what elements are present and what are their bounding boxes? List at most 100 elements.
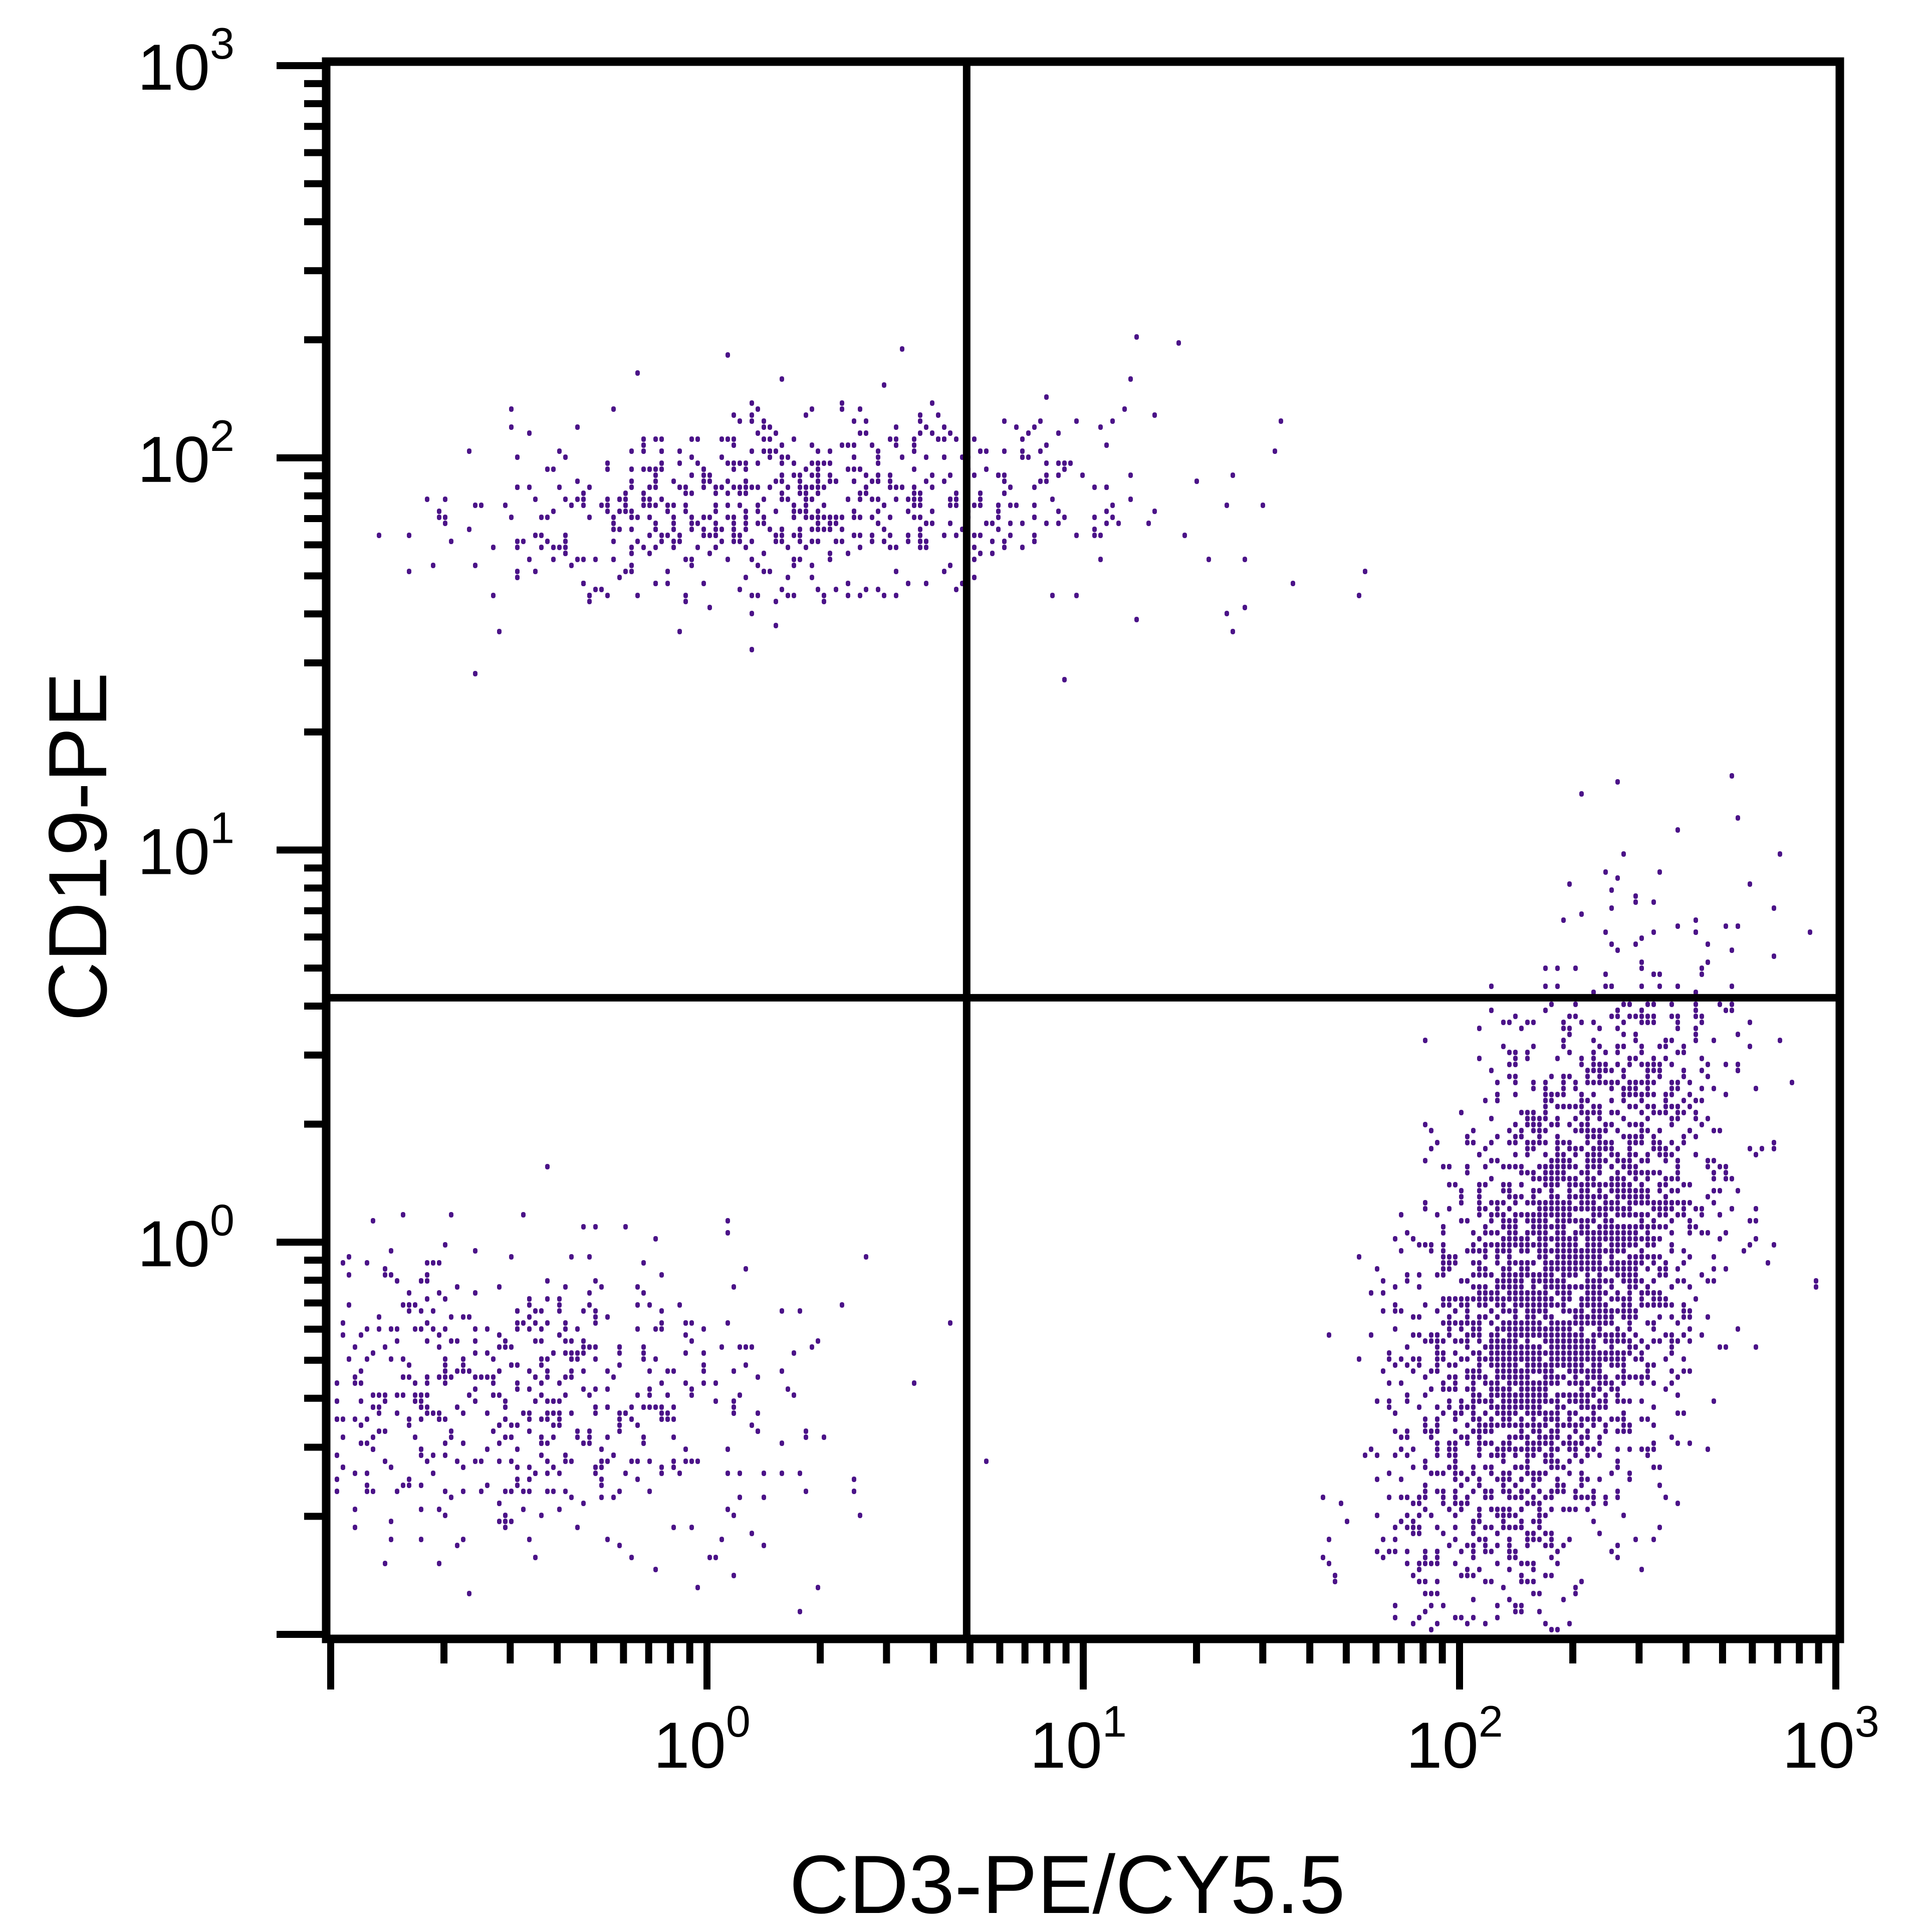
data-point xyxy=(515,454,520,460)
data-point xyxy=(852,515,856,520)
data-point xyxy=(846,442,850,448)
data-point xyxy=(437,1260,441,1266)
data-point xyxy=(1537,1242,1542,1248)
data-point xyxy=(431,1326,435,1332)
data-point xyxy=(701,533,706,538)
data-point xyxy=(1483,1254,1488,1260)
data-point xyxy=(732,1368,736,1374)
data-point xyxy=(726,491,730,496)
data-point xyxy=(443,515,447,520)
data-point xyxy=(1639,1134,1644,1139)
data-point xyxy=(635,1326,640,1332)
data-point xyxy=(563,551,568,556)
data-point xyxy=(1525,1260,1530,1266)
data-point xyxy=(515,1362,520,1368)
data-point xyxy=(1489,1272,1494,1278)
data-point xyxy=(527,1489,532,1494)
data-point xyxy=(515,1380,520,1386)
data-point xyxy=(1591,1302,1596,1308)
data-point xyxy=(1561,1218,1566,1224)
data-point xyxy=(557,1471,562,1476)
data-point xyxy=(1423,1609,1427,1614)
data-point xyxy=(1423,1422,1427,1428)
data-point xyxy=(1597,1194,1602,1199)
data-point xyxy=(1519,1296,1524,1302)
data-point xyxy=(1513,1122,1518,1127)
data-point xyxy=(473,503,477,508)
data-point xyxy=(629,1404,634,1410)
data-point xyxy=(810,472,814,478)
data-point xyxy=(1597,1254,1602,1260)
data-point xyxy=(834,478,838,484)
data-point xyxy=(701,527,706,532)
data-point xyxy=(1513,1290,1518,1296)
data-point xyxy=(1549,1543,1554,1548)
data-point xyxy=(569,1368,574,1374)
data-point xyxy=(1495,1296,1500,1302)
data-point xyxy=(786,497,790,502)
data-point xyxy=(1092,527,1097,532)
data-point xyxy=(1477,1368,1482,1374)
data-point xyxy=(1501,1182,1506,1187)
data-point xyxy=(1657,1525,1662,1530)
data-point xyxy=(1531,1440,1536,1446)
data-point xyxy=(1465,1140,1470,1145)
data-point xyxy=(870,515,874,520)
data-point xyxy=(1615,1489,1620,1494)
data-point xyxy=(1471,1128,1476,1133)
data-point xyxy=(1561,1483,1566,1488)
data-point xyxy=(1531,1368,1536,1374)
data-point xyxy=(1441,1410,1446,1416)
data-point xyxy=(1573,1392,1578,1398)
data-point xyxy=(569,1350,574,1356)
data-point xyxy=(1531,1380,1536,1386)
data-point xyxy=(1597,1182,1602,1187)
data-point xyxy=(1525,1434,1530,1440)
data-point xyxy=(1555,1344,1560,1350)
data-point xyxy=(990,539,995,544)
data-point xyxy=(485,1374,490,1380)
data-point xyxy=(443,1242,447,1248)
data-point xyxy=(1489,1453,1494,1458)
data-point xyxy=(1495,1531,1500,1536)
data-point xyxy=(1513,1284,1518,1290)
data-point xyxy=(768,527,772,532)
data-point xyxy=(1663,1176,1668,1181)
data-point xyxy=(1531,1308,1536,1314)
data-point xyxy=(1495,1302,1500,1308)
data-point xyxy=(900,454,904,460)
data-point xyxy=(1543,1471,1548,1476)
data-point xyxy=(1537,1272,1542,1278)
data-point xyxy=(1531,1422,1536,1428)
data-point xyxy=(1549,1194,1554,1199)
data-point xyxy=(1477,1453,1482,1458)
data-point xyxy=(1026,454,1031,460)
data-point xyxy=(1639,1092,1644,1097)
data-point xyxy=(1772,1242,1776,1248)
data-point xyxy=(1621,1428,1626,1434)
data-point xyxy=(509,1434,514,1440)
data-point xyxy=(1681,1200,1686,1205)
data-point xyxy=(1537,1428,1542,1434)
data-point xyxy=(1669,1230,1674,1236)
data-point xyxy=(1501,1164,1506,1169)
data-point xyxy=(1639,935,1644,941)
data-point xyxy=(521,1410,526,1416)
data-point xyxy=(1525,1110,1530,1115)
data-point xyxy=(641,545,646,550)
data-point xyxy=(719,1537,724,1542)
data-point xyxy=(1489,1212,1494,1218)
data-point xyxy=(1645,1116,1650,1121)
data-point xyxy=(1501,1446,1506,1452)
data-point xyxy=(810,575,814,580)
data-point xyxy=(1423,1465,1427,1470)
data-point xyxy=(1483,1374,1488,1380)
data-point xyxy=(1038,478,1043,484)
data-point xyxy=(1700,1230,1704,1236)
data-point xyxy=(1483,1356,1488,1362)
data-point xyxy=(1651,1062,1656,1067)
x-tick-label: 103 xyxy=(1782,1697,1879,1782)
data-point xyxy=(1134,334,1139,340)
data-point xyxy=(1688,1230,1692,1236)
data-point xyxy=(1477,1416,1482,1422)
